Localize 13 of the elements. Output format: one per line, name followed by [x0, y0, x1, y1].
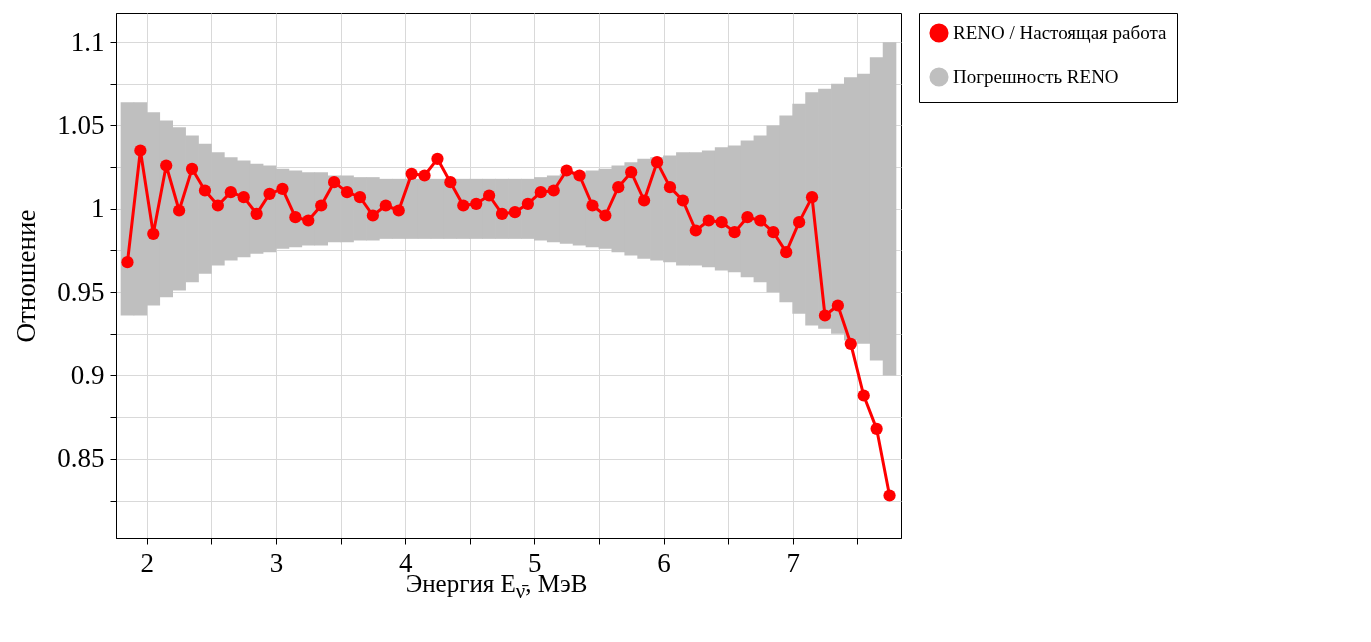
x-tick-label: 2: [140, 547, 155, 578]
x-tick-label: 7: [786, 547, 800, 578]
y-tick-label: 1.05: [57, 110, 105, 140]
y-axis-title: Отношение: [11, 209, 42, 343]
y-tick-label: 0.9: [70, 360, 105, 390]
y-tick-label: 1.1: [70, 26, 105, 57]
y-tick-label: 1: [91, 193, 105, 224]
legend-label: Погрешность RENO: [953, 66, 1119, 87]
y-tick-label: 0.85: [57, 443, 105, 474]
x-tick-label: 3: [269, 547, 284, 578]
y-tick-label: 0.95: [57, 276, 105, 307]
x-tick-label: 6: [657, 547, 671, 578]
legend-label: RENO / Настоящая работа: [953, 22, 1167, 43]
